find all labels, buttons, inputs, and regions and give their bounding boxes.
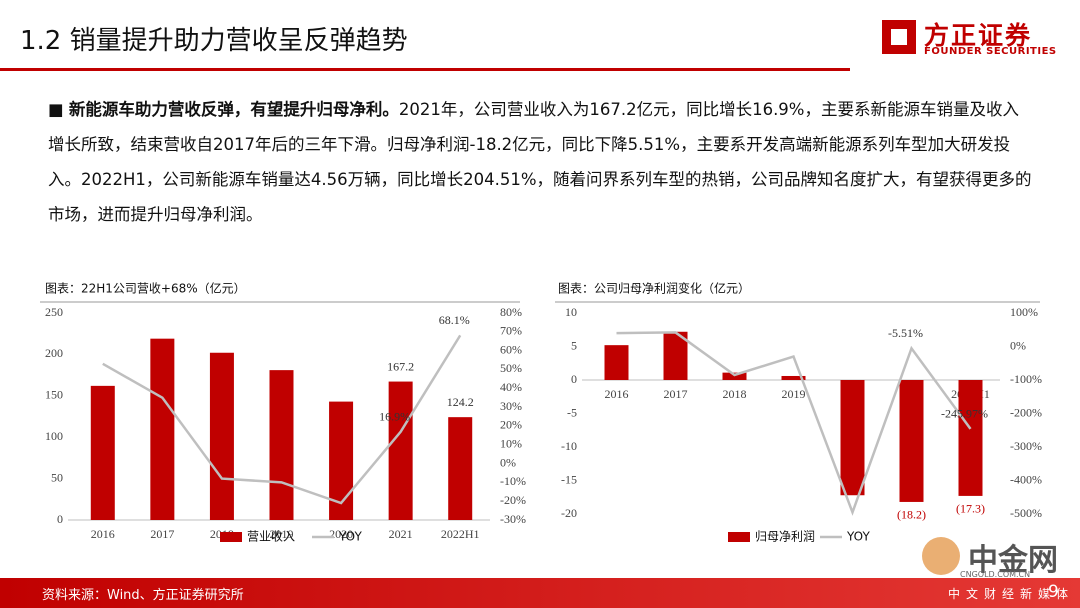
y-tick-label: 150 (45, 388, 63, 402)
data-label: (18.2) (897, 508, 926, 522)
x-tick-label: 2017 (150, 527, 174, 541)
summary-lead: 新能源车助力营收反弹，有望提升归母净利。 (48, 100, 399, 119)
legend-label: 营业收入 (247, 530, 295, 544)
bar (899, 380, 924, 502)
data-label: 167.2 (387, 359, 414, 373)
y-tick-label: 100 (45, 429, 63, 443)
y2-tick-label: 0% (1010, 338, 1026, 352)
bar (722, 372, 747, 380)
yoy-line (616, 331, 972, 516)
x-tick-label: 2019 (270, 527, 294, 541)
x-tick-label: 2021 (389, 527, 413, 541)
y2-tick-label: -400% (1010, 472, 1042, 486)
legend-label: YOY (846, 530, 870, 544)
x-tick-label: 2016 (91, 527, 115, 541)
chart-title: 图表：22H1公司营收+68%（亿元） (45, 281, 246, 296)
bar (604, 345, 629, 380)
page-number: 9 (1048, 582, 1059, 602)
y-tick-label: -15 (561, 472, 577, 486)
data-label: -5.51% (888, 326, 923, 340)
watermark-name: 中金网 (968, 543, 1058, 578)
y2-tick-label: 50% (500, 361, 522, 375)
logo-name: 方正证券 (924, 21, 1033, 50)
y2-tick-label: 20% (500, 418, 522, 432)
x-tick-label: 2020 (329, 527, 353, 541)
bar (663, 331, 688, 380)
y2-tick-label: 60% (500, 342, 522, 356)
logo-sub: FOUNDER SECURITIES (924, 46, 1057, 57)
title-rule (0, 68, 850, 71)
bar (209, 352, 234, 520)
y2-tick-label: -100% (1010, 372, 1042, 386)
y2-tick-label: -20% (500, 493, 526, 507)
data-label: 124.2 (447, 395, 474, 409)
y2-tick-label: 10% (500, 436, 522, 450)
yoy-line (102, 334, 462, 505)
y-tick-label: 200 (45, 346, 63, 360)
legend-swatch (728, 532, 750, 542)
legend-label: YOY (338, 530, 362, 544)
y2-tick-label: -500% (1010, 506, 1042, 520)
bar (90, 385, 115, 520)
x-tick-label: 2016 (605, 387, 629, 401)
bar (269, 370, 294, 520)
data-label: (17.3) (956, 502, 985, 516)
watermark-slogan: 中文财经新媒体 (948, 587, 1075, 601)
legend-swatch (220, 532, 242, 542)
y2-tick-label: 40% (500, 380, 522, 394)
y-tick-label: 0 (57, 512, 63, 526)
y2-tick-label: 70% (500, 324, 522, 338)
y-tick-label: 250 (45, 305, 63, 319)
y-tick-label: -5 (567, 405, 577, 419)
y2-tick-label: -200% (1010, 405, 1042, 419)
y2-tick-label: -30% (500, 512, 526, 526)
x-tick-label: 2019 (782, 387, 806, 401)
slide-title: 1.2 销量提升助力营收呈反弹趋势 (20, 26, 408, 56)
data-label: 16.9% (379, 409, 410, 423)
bar (781, 375, 806, 380)
y2-tick-label: -10% (500, 474, 526, 488)
watermark-site: CNGOLD.COM.CN (960, 570, 1031, 579)
bar (840, 380, 865, 496)
y2-tick-label: -300% (1010, 439, 1042, 453)
y2-tick-label: 100% (1010, 305, 1038, 319)
y-tick-label: 0 (571, 372, 577, 386)
logo-icon (882, 20, 916, 54)
bar (448, 417, 473, 520)
legend-label: 归母净利润 (755, 530, 815, 544)
y-tick-label: 50 (51, 470, 63, 484)
y2-tick-label: 30% (500, 399, 522, 413)
bar (388, 381, 413, 520)
source: 资料来源：Wind、方正证券研究所 (42, 588, 244, 603)
data-label: -245.97% (941, 407, 988, 421)
bar (958, 380, 983, 496)
y-tick-label: -10 (561, 439, 577, 453)
bar (150, 338, 175, 520)
y2-tick-label: 80% (500, 305, 522, 319)
y-tick-label: -20 (561, 506, 577, 520)
y-tick-label: 10 (565, 305, 577, 319)
x-tick-label: 2022H1 (441, 527, 480, 541)
watermark-logo (922, 537, 960, 575)
y-tick-label: 5 (571, 338, 577, 352)
data-label: 68.1% (439, 313, 470, 327)
x-tick-label: 2018 (723, 387, 747, 401)
x-tick-label: 2017 (664, 387, 688, 401)
y2-tick-label: 0% (500, 455, 516, 469)
footer-bar (0, 578, 1080, 608)
summary: 新能源车助力营收反弹，有望提升归母净利。2021年，公司营业收入为167.2亿元… (48, 92, 1033, 232)
summary-body: 2021年，公司营业收入为167.2亿元，同比增长16.9%，主要系新能源车销量… (48, 100, 1032, 224)
chart-title: 图表：公司归母净利润变化（亿元） (558, 281, 750, 296)
